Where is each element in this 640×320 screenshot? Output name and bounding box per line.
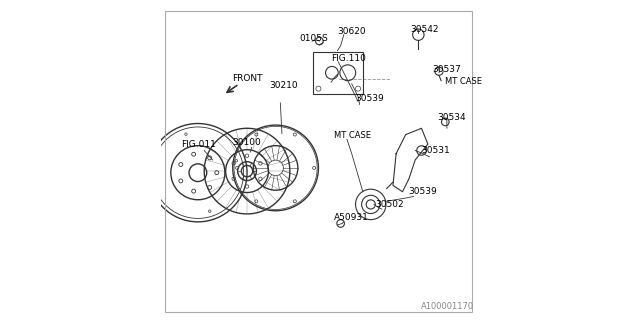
- Text: FIG.011: FIG.011: [181, 140, 216, 148]
- Text: 30534: 30534: [437, 113, 466, 122]
- Text: 30210: 30210: [269, 81, 298, 90]
- Text: FIG.110: FIG.110: [332, 54, 366, 63]
- Text: 30542: 30542: [410, 25, 439, 35]
- Text: A100001170: A100001170: [420, 302, 474, 311]
- Text: 30539: 30539: [408, 187, 437, 196]
- Text: 30502: 30502: [376, 200, 404, 209]
- Text: 0105S: 0105S: [300, 34, 328, 43]
- Text: MT CASE: MT CASE: [334, 131, 371, 140]
- Text: 30537: 30537: [433, 65, 461, 74]
- Text: 30539: 30539: [355, 94, 383, 103]
- Text: FRONT: FRONT: [232, 74, 262, 83]
- Text: 30620: 30620: [337, 27, 366, 36]
- Text: A50931: A50931: [334, 213, 369, 222]
- Text: 30531: 30531: [422, 146, 451, 155]
- Text: MT CASE: MT CASE: [445, 77, 483, 86]
- Text: 30100: 30100: [233, 138, 262, 147]
